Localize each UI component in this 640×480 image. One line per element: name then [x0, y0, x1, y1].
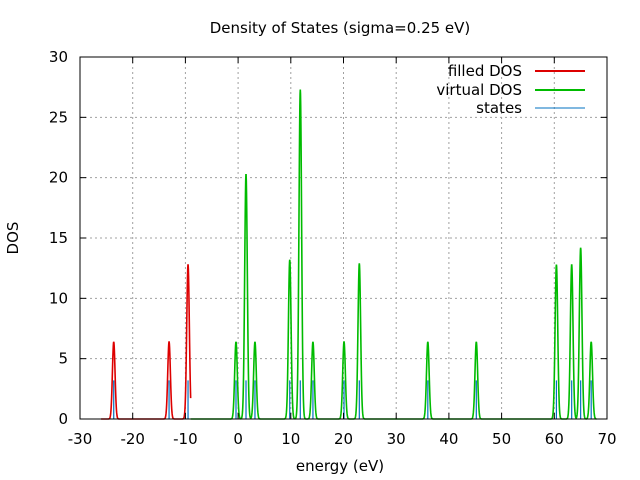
grid-lines: [80, 57, 607, 419]
x-tick-label: 50: [492, 430, 511, 448]
x-axis-label: energy (eV): [296, 457, 384, 475]
x-tick-label: -20: [120, 430, 145, 448]
y-axis-label: DOS: [4, 222, 22, 255]
chart-title: Density of States (sigma=0.25 eV): [210, 19, 471, 37]
y-tick-label: 10: [49, 289, 68, 307]
x-tick-label: 20: [334, 430, 353, 448]
y-tick-label: 0: [58, 410, 68, 428]
x-tick-label: -10: [173, 430, 198, 448]
x-tick-label: 0: [233, 430, 243, 448]
axis-ticks: [79, 56, 608, 420]
x-tick-label: 40: [439, 430, 458, 448]
series-line-virtual-dos: [190, 89, 597, 420]
tick-labels: -30 -20 -10 0 10 20 30 40 50 60 70 0 5 10 15 20 25 30: [49, 48, 617, 448]
x-tick-label: 60: [545, 430, 564, 448]
legend: filled DOS virtual DOS states: [436, 62, 585, 117]
x-tick-label: -30: [68, 430, 93, 448]
x-tick-label: 30: [387, 430, 406, 448]
y-tick-label: 20: [49, 169, 68, 187]
x-tick-label: 10: [281, 430, 300, 448]
series-line-filled-dos: [101, 264, 192, 420]
x-tick-label: 70: [597, 430, 616, 448]
legend-label-virtual-dos: virtual DOS: [436, 81, 522, 99]
legend-label-states: states: [476, 99, 522, 117]
y-tick-label: 5: [58, 350, 68, 368]
y-tick-label: 15: [49, 229, 68, 247]
y-tick-label: 30: [49, 48, 68, 66]
series-layer: [101, 89, 597, 420]
legend-label-filled-dos: filled DOS: [448, 62, 522, 80]
y-tick-label: 25: [49, 108, 68, 126]
